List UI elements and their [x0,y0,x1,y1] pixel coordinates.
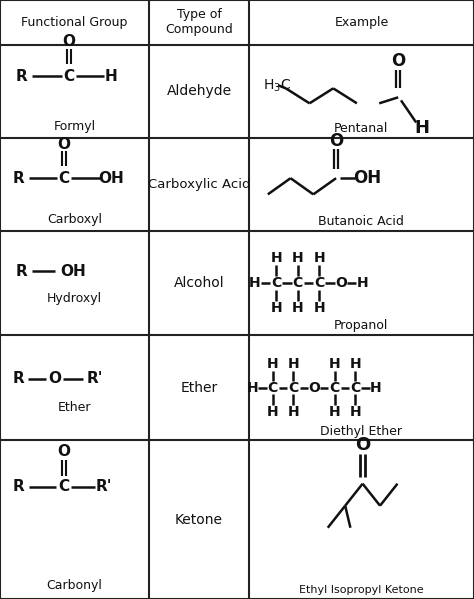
Text: H: H [313,301,325,315]
Text: Functional Group: Functional Group [21,16,128,29]
Text: H: H [267,405,279,419]
Text: O: O [57,137,71,152]
Text: H: H [292,301,303,315]
Text: H: H [270,301,282,315]
Text: Carboxyl: Carboxyl [47,213,102,226]
Text: Example: Example [334,16,389,29]
Text: Ether: Ether [58,401,91,413]
Text: OH: OH [353,169,381,187]
Text: O: O [355,435,370,454]
Text: H: H [313,251,325,265]
Text: Hydroxyl: Hydroxyl [47,292,102,304]
Text: R: R [13,171,25,186]
Text: Pentanal: Pentanal [334,122,389,135]
Text: O: O [57,444,71,459]
Text: H: H [349,405,361,419]
Text: H: H [414,119,429,138]
Text: O: O [62,34,75,49]
Text: R': R' [96,479,112,494]
Text: H: H [329,405,340,419]
Text: C: C [63,69,74,84]
Text: OH: OH [99,171,124,186]
Text: C: C [58,171,70,186]
Text: Ketone: Ketone [175,513,223,527]
Text: O: O [308,381,320,395]
Text: R: R [13,479,25,494]
Text: C: C [268,381,278,395]
Text: H: H [329,357,340,371]
Text: Alcohol: Alcohol [174,276,224,290]
Text: C: C [271,276,281,290]
Text: H: H [356,276,368,290]
Text: H: H [370,381,382,395]
Text: R: R [16,264,27,279]
Text: H: H [288,357,299,371]
Text: O: O [335,276,347,290]
Text: Carbonyl: Carbonyl [47,579,102,592]
Text: C: C [288,381,299,395]
Text: Carboxylic Acid: Carboxylic Acid [148,178,250,190]
Text: H: H [270,251,282,265]
Text: C: C [314,276,324,290]
Text: OH: OH [61,264,86,279]
Text: C: C [58,479,70,494]
Text: H: H [349,357,361,371]
Text: H: H [105,69,118,84]
Text: R': R' [87,371,103,386]
Text: Formyl: Formyl [54,120,96,134]
Text: $\mathregular{H_3C}$: $\mathregular{H_3C}$ [263,77,291,93]
Text: C: C [292,276,303,290]
Text: H: H [249,276,260,290]
Text: Type of
Compound: Type of Compound [165,8,233,37]
Text: H: H [292,251,303,265]
Text: H: H [288,405,299,419]
Text: C: C [329,381,340,395]
Text: Butanoic Acid: Butanoic Acid [319,214,404,228]
Text: O: O [48,371,61,386]
Text: R: R [16,69,27,84]
Text: C: C [350,381,360,395]
Text: R: R [12,371,24,386]
Text: Ethyl Isopropyl Ketone: Ethyl Isopropyl Ketone [299,585,424,595]
Text: Aldehyde: Aldehyde [166,84,232,98]
Text: O: O [329,132,343,150]
Text: H: H [267,357,279,371]
Text: O: O [391,52,405,71]
Text: Ether: Ether [181,381,218,395]
Text: Diethyl Ether: Diethyl Ether [320,425,402,438]
Text: Propanol: Propanol [334,319,389,332]
Text: H: H [246,381,258,395]
